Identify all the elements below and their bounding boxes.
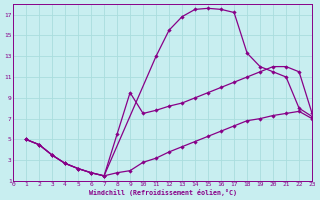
X-axis label: Windchill (Refroidissement éolien,°C): Windchill (Refroidissement éolien,°C) (89, 189, 236, 196)
